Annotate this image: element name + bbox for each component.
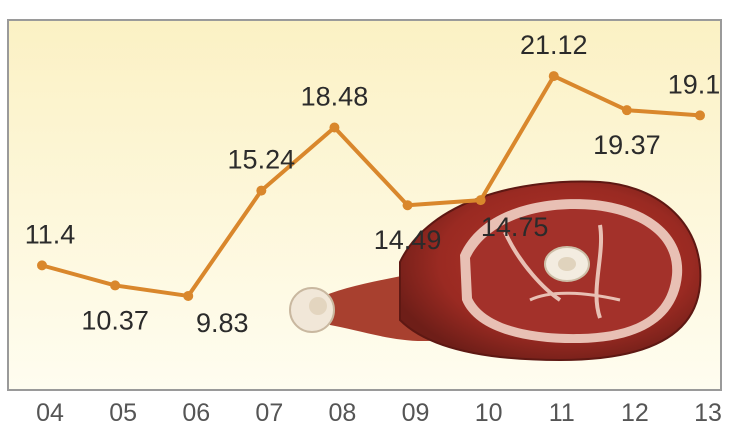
data-point-05 [110, 280, 121, 291]
x-tick-label-06: 06 [182, 399, 210, 427]
x-tick-label-05: 05 [109, 399, 137, 427]
data-label-08: 18.48 [301, 81, 369, 111]
data-label-11: 21.12 [520, 30, 588, 60]
x-tick-label-10: 10 [475, 399, 503, 427]
data-markers [37, 71, 705, 301]
data-label-05: 10.37 [81, 305, 149, 335]
data-point-11 [548, 71, 559, 82]
data-point-04 [37, 260, 47, 271]
x-tick-label-04: 04 [36, 399, 64, 427]
data-label-09: 14.49 [374, 225, 442, 255]
plot-frame [7, 19, 722, 391]
series-line [41, 74, 701, 298]
data-point-06 [183, 290, 194, 301]
ham-leg-illustration [289, 180, 702, 362]
data-label-10: 14.75 [481, 212, 549, 242]
data-label-06: 9.83 [196, 308, 249, 338]
data-point-07 [256, 185, 267, 196]
x-axis-ticks: 04 05 06 07 08 09 10 11 12 13 [36, 399, 722, 427]
data-label-04: 11.4 [25, 219, 76, 249]
data-point-12 [621, 105, 632, 116]
data-point-13 [695, 110, 705, 121]
data-label-07: 15.24 [228, 145, 296, 175]
data-point-08 [329, 122, 340, 133]
data-label-13: 19.1 [668, 69, 721, 99]
data-labels: 11.4 10.37 9.83 15.24 18.48 14.49 14.75 21.12 19… [25, 30, 721, 338]
x-tick-label-11: 11 [549, 399, 575, 427]
x-tick-label-13: 13 [694, 399, 722, 427]
x-tick-label-07: 07 [255, 399, 283, 427]
data-point-10 [475, 195, 486, 206]
x-tick-label-09: 09 [402, 399, 430, 427]
x-tick-label-12: 12 [621, 399, 649, 427]
x-tick-label-08: 08 [329, 399, 357, 427]
data-point-09 [402, 200, 413, 211]
line-series [41, 74, 701, 298]
data-label-12: 19.37 [593, 130, 661, 160]
